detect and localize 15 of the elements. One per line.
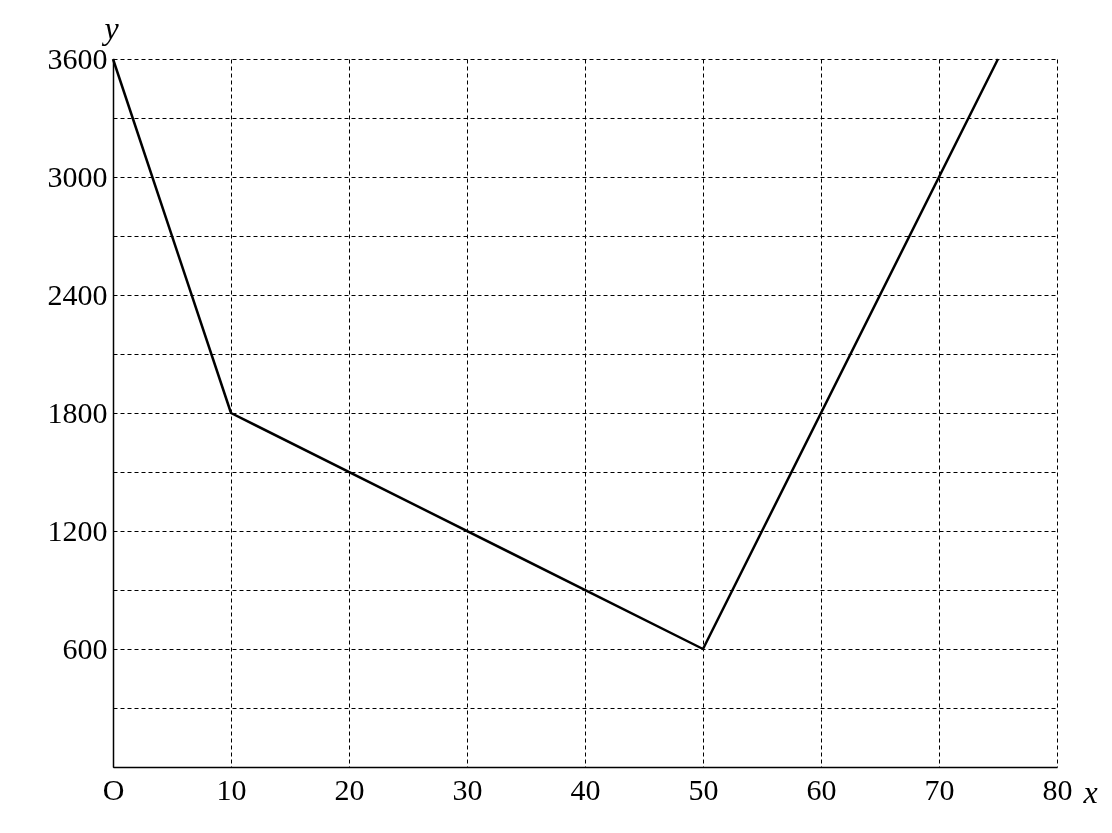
x-tick-label: 20 xyxy=(334,772,365,806)
x-tick-label: 70 xyxy=(924,772,955,806)
x-tick-label: 30 xyxy=(452,772,483,806)
x-tick-label: 80 xyxy=(1042,772,1073,806)
x-tick-label: O xyxy=(102,772,125,806)
y-tick-label: 2400 xyxy=(47,277,108,311)
y-tick-label: 600 xyxy=(62,631,108,665)
y-tick-label: 1800 xyxy=(47,395,108,429)
x-tick-label: 50 xyxy=(688,772,719,806)
x-tick-label: 60 xyxy=(806,772,837,806)
x-axis-title: x xyxy=(1082,773,1098,810)
y-tick-label: 3000 xyxy=(47,159,108,193)
x-tick-label: 40 xyxy=(570,772,601,806)
x-tick-label: 10 xyxy=(216,772,247,806)
y-tick-label: 1200 xyxy=(47,513,108,547)
